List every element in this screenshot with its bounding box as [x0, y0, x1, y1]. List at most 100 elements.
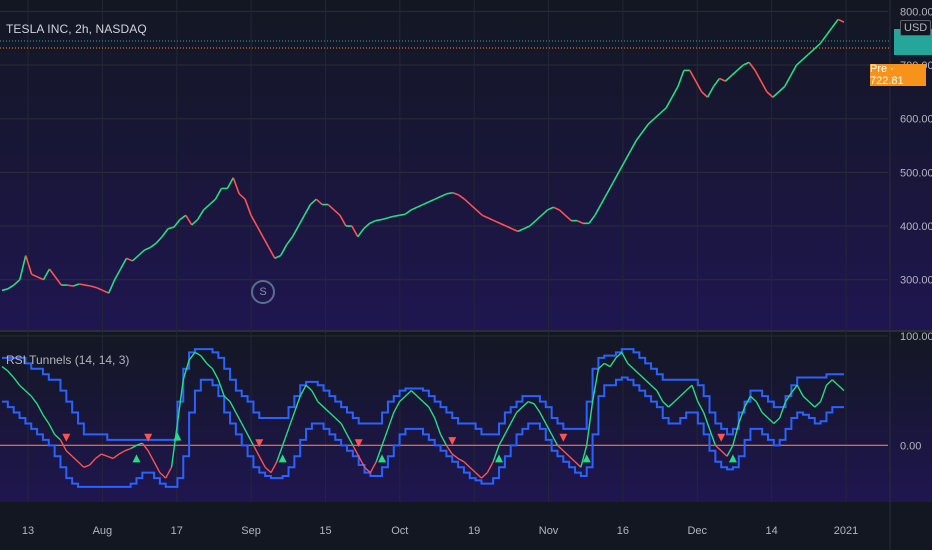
- price-segment: [517, 227, 525, 233]
- rsi-segment: [159, 472, 167, 479]
- price-segment: [351, 225, 359, 238]
- indicator-tick-label: 0.00: [900, 440, 921, 452]
- rsi-segment: [533, 403, 541, 413]
- price-tick-label: 800.00: [900, 6, 932, 18]
- rsi-segment: [738, 406, 746, 424]
- currency-button[interactable]: USD: [900, 20, 932, 36]
- rsi-segment: [311, 390, 319, 402]
- rsi-segment: [65, 450, 73, 457]
- price-segment: [789, 64, 798, 77]
- price-segment: [487, 217, 495, 222]
- price-segment: [226, 177, 234, 189]
- buy-signal-icon: [728, 454, 737, 463]
- rsi-segment: [685, 384, 693, 392]
- price-segment: [784, 75, 792, 87]
- price-segment: [297, 214, 306, 227]
- rsi-segment: [597, 362, 605, 370]
- price-segment: [191, 219, 199, 226]
- rsi-segment: [30, 395, 38, 405]
- price-segment: [493, 219, 501, 225]
- price-segment: [256, 225, 264, 238]
- axis-labels: 800.00700.00600.00500.00400.00300.00100.…: [22, 6, 932, 537]
- price-segment: [279, 244, 288, 256]
- rsi-segment: [130, 444, 137, 450]
- time-tick-label: Sep: [241, 525, 261, 537]
- rsi-segment: [463, 461, 471, 468]
- price-segment: [665, 96, 673, 109]
- price-segment: [363, 222, 371, 230]
- rsi-segment: [170, 423, 179, 468]
- rsi-segment: [364, 466, 371, 474]
- rsi-segment: [837, 384, 845, 392]
- price-segment: [724, 75, 732, 82]
- price-segment: [647, 118, 655, 125]
- rsi-segment: [714, 444, 722, 452]
- rsi-segment: [475, 472, 482, 479]
- buy-signal-icon: [582, 454, 591, 463]
- rsi-segment: [83, 464, 90, 468]
- price-segment: [333, 209, 341, 216]
- price-segment: [137, 249, 145, 257]
- rsi-segment: [498, 434, 506, 446]
- price-segment: [706, 86, 715, 98]
- price-segment: [285, 236, 294, 246]
- time-tick-label: Aug: [93, 525, 113, 537]
- rsi-segment: [54, 433, 61, 441]
- price-segment: [126, 257, 133, 262]
- rsi-segment: [241, 423, 249, 435]
- price-segment: [629, 139, 638, 152]
- rsi-segment: [679, 390, 687, 397]
- rsi-segment: [246, 434, 255, 446]
- time-tick-label: Nov: [539, 525, 559, 537]
- rsi-segment: [726, 445, 734, 457]
- rsi-segment: [188, 351, 196, 361]
- rsi-segment: [528, 400, 535, 405]
- rsi-segment: [141, 442, 149, 452]
- price-segment: [185, 214, 193, 226]
- price-segment: [558, 209, 566, 216]
- rsi-segment: [434, 417, 442, 435]
- rsi-segment: [381, 428, 389, 446]
- price-segment: [416, 203, 424, 208]
- price-segment: [196, 209, 205, 221]
- price-segment: [831, 18, 839, 28]
- rsi-segment: [194, 351, 202, 357]
- rsi-segment: [521, 401, 529, 408]
- rsi-segment: [761, 412, 769, 419]
- session-marker-icon[interactable]: S: [251, 280, 275, 304]
- price-segment: [671, 86, 679, 98]
- rsi-segment: [662, 401, 670, 408]
- price-segment: [796, 59, 804, 66]
- price-segment: [606, 182, 614, 195]
- price-segment: [113, 268, 122, 281]
- rsi-segment: [668, 401, 675, 408]
- price-segment: [523, 225, 531, 230]
- price-segment: [291, 225, 300, 238]
- price-segment: [167, 226, 175, 230]
- rsi-segment: [673, 395, 681, 403]
- rsi-segment: [299, 384, 307, 397]
- rsi-segment: [118, 450, 126, 455]
- price-segment: [434, 195, 442, 200]
- price-segment: [78, 283, 86, 286]
- price-segment: [801, 53, 809, 61]
- price-segment: [208, 198, 217, 206]
- price-segment: [837, 18, 845, 23]
- price-segment: [446, 191, 453, 195]
- rsi-segment: [223, 395, 231, 403]
- rsi-segment: [346, 434, 354, 446]
- price-segment: [179, 214, 187, 221]
- price-segment: [499, 222, 507, 227]
- indicator-title[interactable]: RSI Tunnels (14, 14, 3): [6, 353, 130, 367]
- rsi-segment: [767, 417, 775, 424]
- sell-signal-icon: [62, 433, 71, 442]
- rsi-segment: [703, 412, 711, 430]
- price-segment: [155, 236, 163, 244]
- price-segment: [31, 273, 38, 278]
- rsi-segment: [650, 384, 658, 392]
- rsi-segment: [153, 461, 161, 473]
- buy-signal-icon: [132, 454, 141, 463]
- price-segment: [37, 276, 44, 281]
- price-segment: [1, 288, 9, 292]
